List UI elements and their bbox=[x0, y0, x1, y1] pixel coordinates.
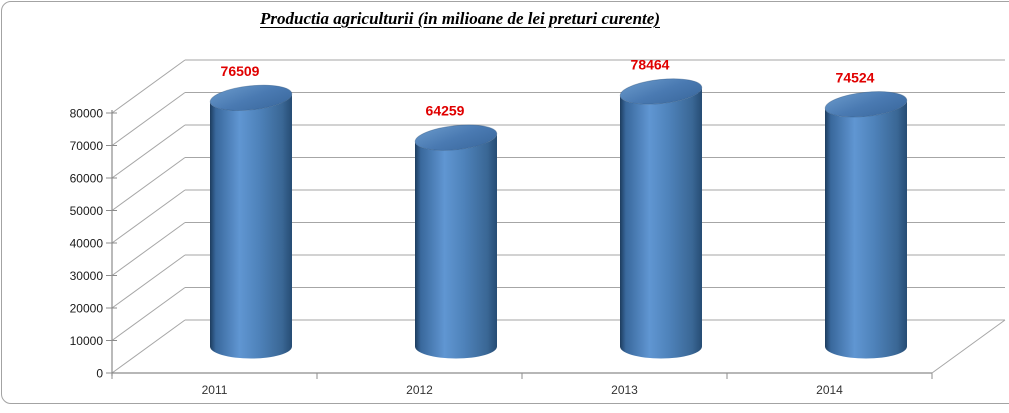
cylinder-body bbox=[620, 87, 703, 359]
y-tick-label: 70000 bbox=[70, 139, 104, 153]
y-gridline-side bbox=[111, 124, 186, 179]
category-label: 2011 bbox=[202, 383, 228, 397]
y-gridline-side bbox=[111, 59, 186, 114]
y-tick-label: 40000 bbox=[70, 237, 104, 251]
y-gridline-side bbox=[111, 222, 186, 276]
cylinder-top bbox=[209, 84, 293, 111]
cylinder-2013 bbox=[619, 78, 703, 359]
y-gridline-side bbox=[111, 189, 186, 244]
cylinder-2011 bbox=[209, 84, 293, 359]
chart-title: Productia agriculturii (in milioane de l… bbox=[260, 9, 660, 28]
cylinder-2012 bbox=[414, 124, 498, 359]
y-gridline-side bbox=[111, 319, 186, 374]
cylinder-top bbox=[414, 124, 498, 151]
y-gridline-side bbox=[111, 92, 186, 146]
y-tick-label: 20000 bbox=[70, 302, 104, 316]
cylinder-top bbox=[824, 91, 908, 118]
cylinder-top bbox=[619, 78, 703, 105]
category-label: 2014 bbox=[816, 383, 843, 397]
y-tick-label: 50000 bbox=[70, 204, 104, 218]
cylinder-body bbox=[415, 133, 498, 359]
floor-right-edge bbox=[931, 319, 1006, 374]
y-tick-label: 30000 bbox=[70, 269, 104, 283]
y-gridline-side bbox=[111, 287, 186, 341]
cylinder-body bbox=[210, 93, 293, 359]
value-label: 64259 bbox=[426, 103, 465, 119]
y-tick-label: 80000 bbox=[70, 107, 104, 121]
category-label: 2012 bbox=[406, 383, 433, 397]
y-tick-label: 10000 bbox=[70, 334, 104, 348]
y-tick-label: 0 bbox=[96, 367, 103, 381]
y-gridline-side bbox=[111, 254, 186, 309]
cylinder-body bbox=[825, 100, 908, 359]
cylinder-2014 bbox=[824, 91, 908, 359]
value-label: 76509 bbox=[221, 63, 260, 79]
category-label: 2013 bbox=[611, 383, 638, 397]
y-gridline-side bbox=[111, 157, 186, 211]
value-label: 74524 bbox=[836, 69, 875, 85]
y-tick-label: 60000 bbox=[70, 172, 104, 186]
value-label: 78464 bbox=[631, 57, 670, 73]
